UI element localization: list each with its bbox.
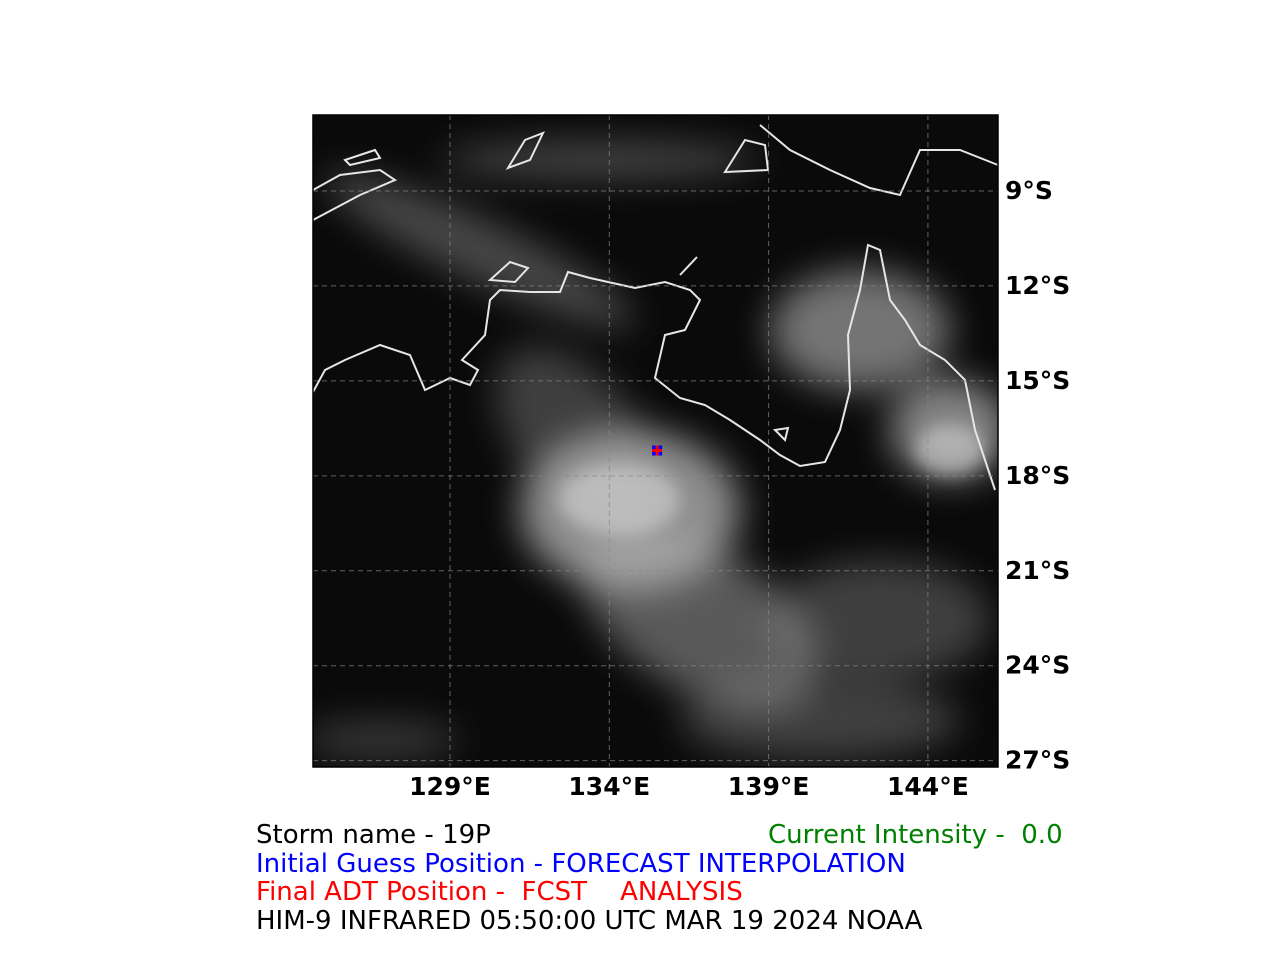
coastline [313,124,998,491]
y-tick-label: 15°S [1005,366,1070,395]
storm-name: Storm name - 19P [256,820,491,850]
final-position-caption: Final ADT Position - FCST ANALYSIS [256,877,743,907]
satellite-image [313,115,998,767]
y-tick-label: 18°S [1005,461,1070,490]
map-frame [312,114,999,768]
final-position-marker [652,445,663,456]
x-tick-label: 139°E [728,772,810,801]
initial-guess-caption: Initial Guess Position - FORECAST INTERP… [256,849,906,879]
current-intensity: Current Intensity - 0.0 [768,820,1063,850]
x-tick-label: 134°E [568,772,650,801]
y-tick-label: 12°S [1005,271,1070,300]
y-tick-label: 21°S [1005,556,1070,585]
x-tick-label: 129°E [409,772,491,801]
source-caption: HIM-9 INFRARED 05:50:00 UTC MAR 19 2024 … [256,906,923,936]
y-tick-label: 9°S [1005,176,1053,205]
y-tick-label: 27°S [1005,746,1070,775]
y-tick-label: 24°S [1005,651,1070,680]
x-tick-label: 144°E [887,772,969,801]
